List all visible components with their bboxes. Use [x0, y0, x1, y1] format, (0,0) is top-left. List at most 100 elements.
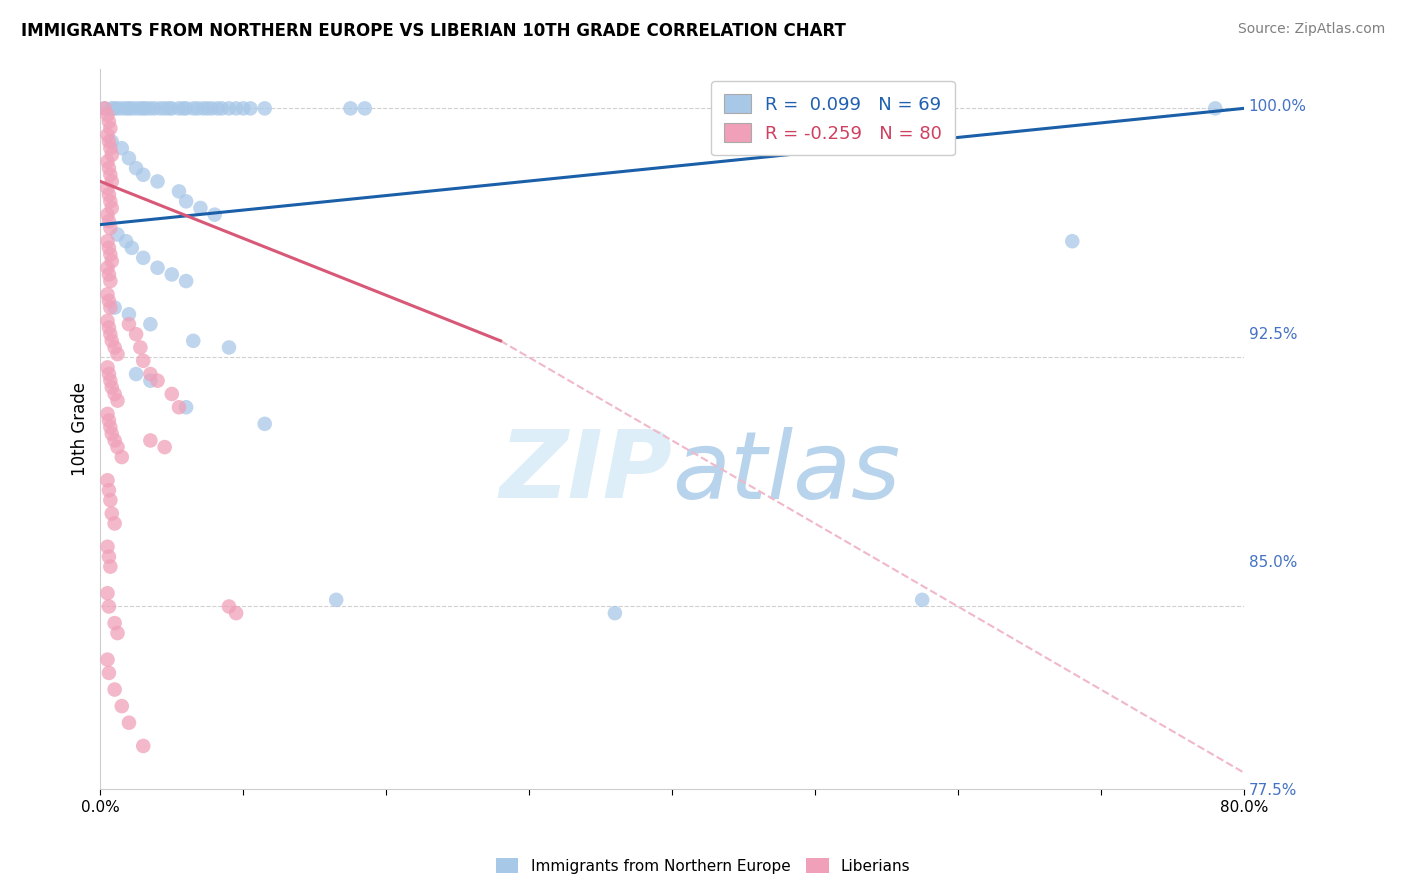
Point	[239, 101, 262, 115]
Point	[98, 493, 121, 508]
Point	[325, 592, 347, 607]
Point	[139, 317, 162, 331]
Point	[101, 380, 124, 394]
Point	[160, 268, 183, 282]
Point	[193, 101, 215, 115]
Point	[101, 174, 124, 188]
Point	[96, 154, 118, 169]
Point	[253, 417, 276, 431]
Point	[1062, 234, 1084, 248]
Point	[96, 652, 118, 666]
Point	[98, 168, 121, 182]
Point	[143, 101, 166, 115]
Point	[104, 341, 127, 355]
Point	[96, 586, 118, 600]
Point	[204, 208, 226, 222]
Point	[104, 516, 127, 531]
Point	[104, 301, 127, 315]
Point	[118, 151, 141, 165]
Point	[97, 135, 120, 149]
Point	[97, 187, 120, 202]
Point	[139, 434, 162, 448]
Point	[93, 101, 115, 115]
Point	[101, 507, 124, 521]
Point	[157, 101, 180, 115]
Point	[197, 101, 219, 115]
Point	[111, 101, 134, 115]
Point	[125, 367, 148, 381]
Point	[111, 141, 134, 155]
Point	[146, 174, 169, 188]
Point	[97, 241, 120, 255]
Point	[139, 367, 162, 381]
Point	[174, 274, 197, 288]
Point	[98, 221, 121, 235]
Point	[139, 374, 162, 388]
Point	[129, 101, 152, 115]
Point	[174, 101, 197, 115]
Point	[101, 135, 124, 149]
Point	[218, 341, 240, 355]
Point	[167, 401, 190, 415]
Point	[115, 234, 138, 248]
Point	[181, 101, 204, 115]
Point	[93, 101, 115, 115]
Point	[353, 101, 375, 115]
Point	[174, 194, 197, 209]
Point	[121, 101, 143, 115]
Point	[101, 201, 124, 215]
Point	[96, 108, 118, 122]
Point	[167, 101, 190, 115]
Point	[104, 101, 127, 115]
Point	[98, 274, 121, 288]
Point	[101, 426, 124, 441]
Point	[104, 434, 127, 448]
Point	[96, 314, 118, 328]
Point	[146, 374, 169, 388]
Point	[121, 241, 143, 255]
Point	[118, 101, 141, 115]
Point	[97, 161, 120, 176]
Point	[118, 307, 141, 321]
Point	[218, 599, 240, 614]
Point	[139, 101, 162, 115]
Point	[218, 101, 240, 115]
Point	[107, 227, 129, 242]
Point	[132, 168, 155, 182]
Point	[149, 101, 172, 115]
Point	[132, 353, 155, 368]
Point	[96, 360, 118, 375]
Point	[132, 101, 155, 115]
Point	[115, 101, 138, 115]
Point	[125, 161, 148, 176]
Point	[97, 293, 120, 308]
Point	[201, 101, 224, 115]
Point	[96, 208, 118, 222]
Point	[101, 334, 124, 348]
Point	[101, 148, 124, 162]
Point	[107, 626, 129, 640]
Legend: R =  0.099   N = 69, R = -0.259   N = 80: R = 0.099 N = 69, R = -0.259 N = 80	[711, 81, 955, 155]
Point	[101, 101, 124, 115]
Point	[104, 682, 127, 697]
Point	[167, 185, 190, 199]
Point	[253, 101, 276, 115]
Point	[172, 101, 194, 115]
Point	[97, 320, 120, 334]
Point	[96, 234, 118, 248]
Point	[96, 181, 118, 195]
Point	[211, 101, 233, 115]
Point	[107, 440, 129, 454]
Point	[98, 374, 121, 388]
Y-axis label: 10th Grade: 10th Grade	[72, 382, 89, 475]
Point	[111, 699, 134, 714]
Point	[97, 665, 120, 680]
Point	[160, 387, 183, 401]
Text: ZIP: ZIP	[499, 426, 672, 518]
Point	[97, 413, 120, 427]
Point	[225, 101, 247, 115]
Text: Source: ZipAtlas.com: Source: ZipAtlas.com	[1237, 22, 1385, 37]
Point	[96, 540, 118, 554]
Point	[98, 327, 121, 342]
Point	[96, 407, 118, 421]
